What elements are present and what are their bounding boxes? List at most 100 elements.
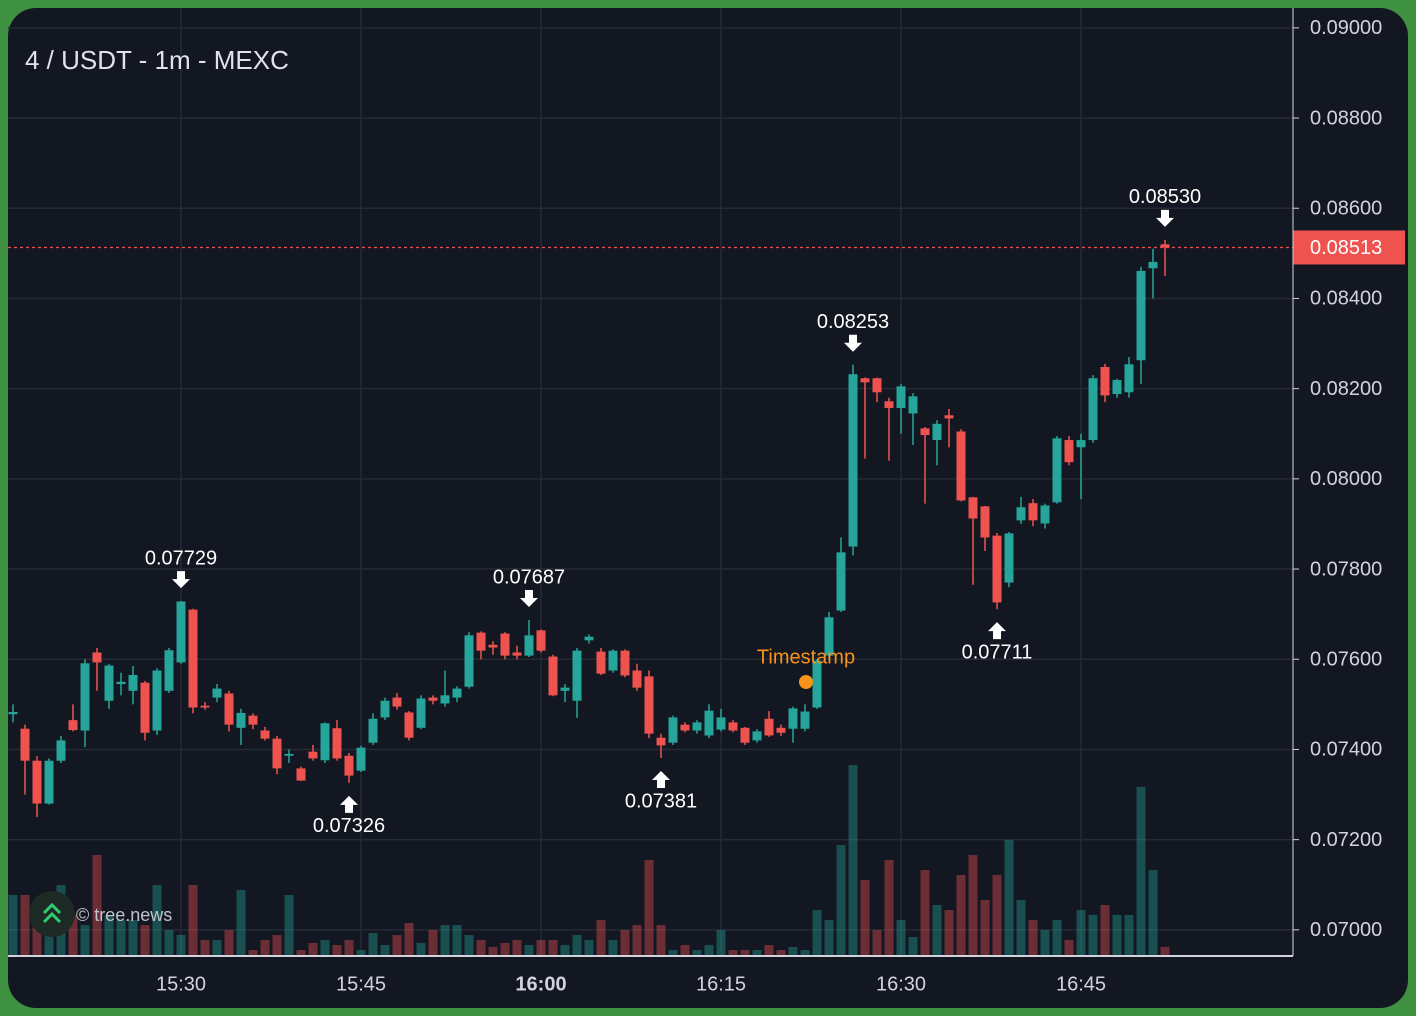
candle-body — [944, 415, 954, 419]
extreme-label: 0.08253 — [817, 311, 889, 333]
volume-bar — [320, 940, 330, 955]
volume-bar — [1160, 947, 1170, 955]
volume-bar — [704, 945, 714, 955]
candle-body — [992, 535, 1002, 603]
volume-bar — [860, 880, 870, 955]
volume-bar — [1136, 787, 1146, 955]
volume-bar — [212, 940, 222, 955]
candle-body — [644, 676, 654, 734]
volume-bar — [524, 945, 534, 955]
volume-bar — [680, 945, 690, 955]
volume-bar — [1040, 930, 1050, 955]
volume-bar — [944, 910, 954, 955]
candle-body — [464, 635, 474, 687]
candle-body — [560, 687, 570, 691]
volume-bar — [644, 860, 654, 955]
volume-bar — [968, 855, 978, 955]
volume-bar — [176, 935, 186, 955]
candle-body — [536, 630, 546, 651]
volume-bar — [764, 945, 774, 955]
volume-bar — [548, 940, 558, 955]
volume-bar — [536, 940, 546, 955]
volume-bar — [104, 915, 114, 955]
candle-body — [128, 675, 138, 691]
chart-background — [8, 8, 1408, 1008]
volume-bar — [440, 925, 450, 955]
y-tick-label: 0.09000 — [1310, 17, 1382, 39]
candle-body — [152, 670, 162, 731]
volume-bar — [920, 870, 930, 955]
volume-bar — [20, 895, 30, 955]
volume-bar — [68, 915, 78, 955]
candle-body — [584, 636, 594, 641]
volume-bar — [476, 940, 486, 955]
y-tick-label: 0.08200 — [1310, 378, 1382, 400]
volume-bar — [560, 945, 570, 955]
candle-body — [860, 378, 870, 383]
candle-body — [1112, 380, 1122, 395]
volume-bar — [992, 875, 1002, 955]
arrow-down — [844, 334, 862, 352]
volume-bar — [404, 923, 414, 955]
candle-body — [8, 712, 18, 715]
candle-body — [368, 718, 378, 743]
candle-body — [104, 665, 114, 701]
volume-bar — [200, 940, 210, 955]
volume-bar — [896, 920, 906, 955]
volume-bar — [380, 945, 390, 955]
candle-body — [896, 386, 906, 409]
volume-bar — [668, 950, 678, 955]
last-price-label: 0.08513 — [1310, 237, 1382, 259]
volume-bar — [788, 947, 798, 955]
extreme-label: 0.07381 — [625, 790, 697, 812]
volume-bar — [140, 925, 150, 955]
candle-body — [1100, 366, 1110, 396]
watermark: © tree.news — [76, 905, 172, 925]
candle-body — [800, 711, 810, 729]
volume-bar — [32, 915, 42, 955]
volume-bar — [824, 920, 834, 955]
volume-bar — [1052, 920, 1062, 955]
candle-body — [488, 644, 498, 648]
arrow-up — [652, 771, 670, 789]
candle-body — [176, 601, 186, 663]
candle-body — [32, 760, 42, 804]
y-tick-label: 0.07000 — [1310, 919, 1382, 941]
candle-body — [320, 723, 330, 761]
volume-bar — [500, 943, 510, 955]
candle-body — [404, 712, 414, 738]
candle-body — [752, 731, 762, 741]
volume-bar — [956, 875, 966, 955]
candle-body — [1004, 533, 1014, 583]
volume-bar — [812, 910, 822, 955]
candle-body — [548, 656, 558, 696]
arrow-down — [520, 590, 538, 608]
candle-body — [1076, 440, 1086, 448]
arrow-down — [172, 571, 190, 589]
timestamp-dot — [799, 675, 813, 689]
candle-body — [704, 710, 714, 736]
candle-body — [512, 652, 522, 656]
candle-body — [656, 737, 666, 746]
volume-bar — [1112, 915, 1122, 955]
volume-bar — [1064, 940, 1074, 955]
volume-bar — [656, 925, 666, 955]
volume-bar — [932, 905, 942, 955]
candle-body — [416, 698, 426, 728]
candle-body — [476, 632, 486, 651]
candle-body — [44, 760, 54, 804]
candle-body — [500, 633, 510, 656]
volume-bar — [728, 950, 738, 955]
candle-body — [260, 730, 270, 739]
candle-body — [392, 697, 402, 707]
volume-bar — [1004, 840, 1014, 955]
x-tick-label: 16:00 — [515, 973, 566, 995]
volume-bar — [572, 935, 582, 955]
volume-bar — [152, 885, 162, 955]
volume-bar — [44, 935, 54, 955]
candle-body — [692, 722, 702, 731]
y-tick-label: 0.08800 — [1310, 107, 1382, 129]
volume-bar — [428, 930, 438, 955]
